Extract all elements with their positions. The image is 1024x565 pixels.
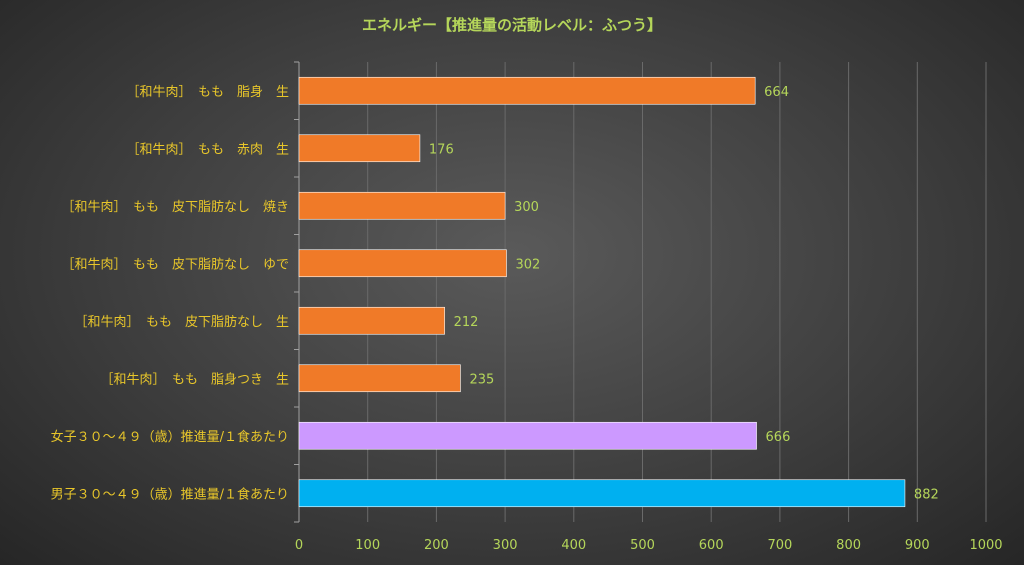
category-label: ［和牛肉］ もも 皮下脂肪なし ゆで (61, 256, 289, 272)
bar (298, 479, 906, 508)
category-label: ［和牛肉］ もも 皮下脂肪なし 焼き (61, 199, 289, 215)
chart-title: エネルギー【推進量の活動レベル：ふつう】 (361, 16, 662, 34)
x-tick-label: 600 (699, 538, 724, 553)
category-label: ［和牛肉］ もも 皮下脂肪なし 生 (74, 314, 289, 330)
data-label: 664 (764, 85, 789, 100)
data-label: 666 (766, 430, 791, 445)
x-tick-label: 700 (767, 538, 792, 553)
data-label: 235 (469, 372, 494, 387)
data-label: 302 (515, 257, 540, 272)
x-tick-label: 800 (836, 538, 861, 553)
bar (298, 306, 445, 335)
bar (298, 134, 421, 163)
category-label: 男子３０～４９（歳）推進量/１食あたり (51, 486, 289, 502)
x-tick-label: 1000 (969, 538, 1002, 553)
data-label: 212 (454, 315, 479, 330)
x-tick-label: 300 (493, 538, 518, 553)
data-label: 882 (914, 487, 939, 502)
category-label: ［和牛肉］ もも 赤肉 生 (126, 142, 289, 157)
category-label: ［和牛肉］ もも 脂身つき 生 (100, 371, 289, 387)
bar (298, 421, 757, 450)
bar (298, 249, 507, 278)
data-label: 176 (429, 142, 454, 157)
data-label: 300 (514, 200, 539, 215)
bar (298, 76, 756, 105)
bar (298, 191, 506, 220)
x-tick-label: 400 (561, 538, 586, 553)
x-tick-label: 0 (295, 538, 303, 553)
x-tick-label: 900 (905, 538, 930, 553)
x-tick-label: 200 (424, 538, 449, 553)
x-tick-label: 100 (355, 538, 380, 553)
x-tick-label: 500 (630, 538, 655, 553)
category-label: ［和牛肉］ もも 脂身 生 (126, 84, 289, 100)
category-label: 女子３０～４９（歳）推進量/１食あたり (51, 429, 289, 445)
bar (298, 364, 461, 393)
